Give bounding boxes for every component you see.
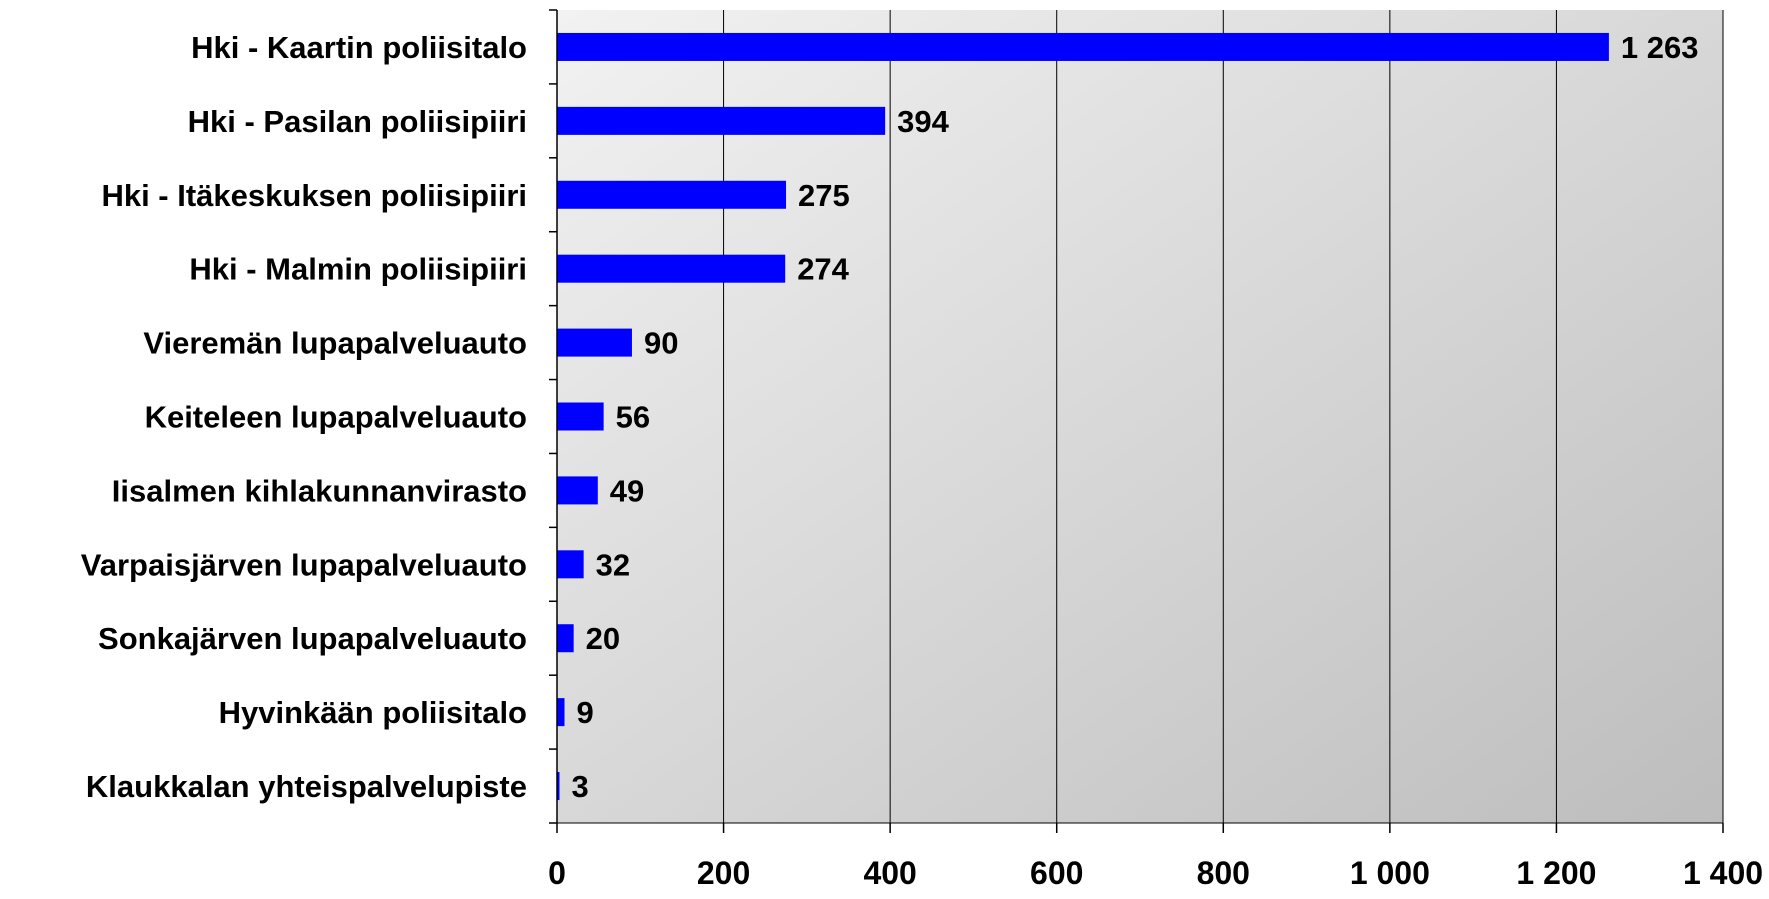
category-label: Sonkajärven lupapalveluauto xyxy=(98,621,527,656)
value-label: 394 xyxy=(897,104,949,139)
category-label: Iisalmen kihlakunnanvirasto xyxy=(112,473,527,508)
bar xyxy=(557,772,560,801)
x-tick-label: 1 400 xyxy=(1683,855,1763,891)
value-label: 9 xyxy=(576,695,593,730)
category-label: Hyvinkään poliisitalo xyxy=(219,695,527,730)
plot-area xyxy=(557,10,1723,823)
bar xyxy=(557,106,886,135)
x-tick-label: 800 xyxy=(1197,855,1250,891)
value-label: 32 xyxy=(596,547,630,582)
bars xyxy=(557,32,1609,801)
category-label: Varpaisjärven lupapalveluauto xyxy=(81,547,527,582)
value-label: 275 xyxy=(798,178,850,213)
category-label: Vieremän lupapalveluauto xyxy=(143,326,527,361)
bar xyxy=(557,550,584,579)
category-label: Hki - Itäkeskuksen poliisipiiri xyxy=(101,178,527,213)
bar xyxy=(557,328,632,357)
value-label: 49 xyxy=(610,473,644,508)
bar xyxy=(557,32,1609,61)
bar xyxy=(557,180,787,209)
x-tick-label: 1 200 xyxy=(1516,855,1596,891)
x-tick-label: 400 xyxy=(863,855,916,891)
x-tick-label: 200 xyxy=(697,855,750,891)
x-tick-label: 0 xyxy=(548,855,566,891)
category-label: Hki - Kaartin poliisitalo xyxy=(191,30,527,65)
axes xyxy=(549,9,1724,833)
x-tick-label: 1 000 xyxy=(1350,855,1430,891)
bar xyxy=(557,402,604,431)
value-label: 20 xyxy=(586,621,620,656)
value-label: 56 xyxy=(616,400,650,435)
category-label: Klaukkalan yhteispalvelupiste xyxy=(86,769,527,804)
bar xyxy=(557,476,598,505)
category-label: Hki - Malmin poliisipiiri xyxy=(189,252,527,287)
bar xyxy=(557,698,565,727)
bar xyxy=(557,254,786,283)
value-label: 1 263 xyxy=(1621,30,1699,65)
bar xyxy=(557,624,574,653)
gridlines xyxy=(723,10,1724,823)
value-label: 274 xyxy=(797,252,849,287)
value-label: 90 xyxy=(644,326,678,361)
category-label: Hki - Pasilan poliisipiiri xyxy=(188,104,527,139)
labels: 0 200 400 600 800 1 000 1 200 1 400 Hki - Kaarti… xyxy=(81,30,1763,891)
value-label: 3 xyxy=(571,769,588,804)
x-tick-label: 600 xyxy=(1030,855,1083,891)
category-label: Keiteleen lupapalveluauto xyxy=(145,400,527,435)
